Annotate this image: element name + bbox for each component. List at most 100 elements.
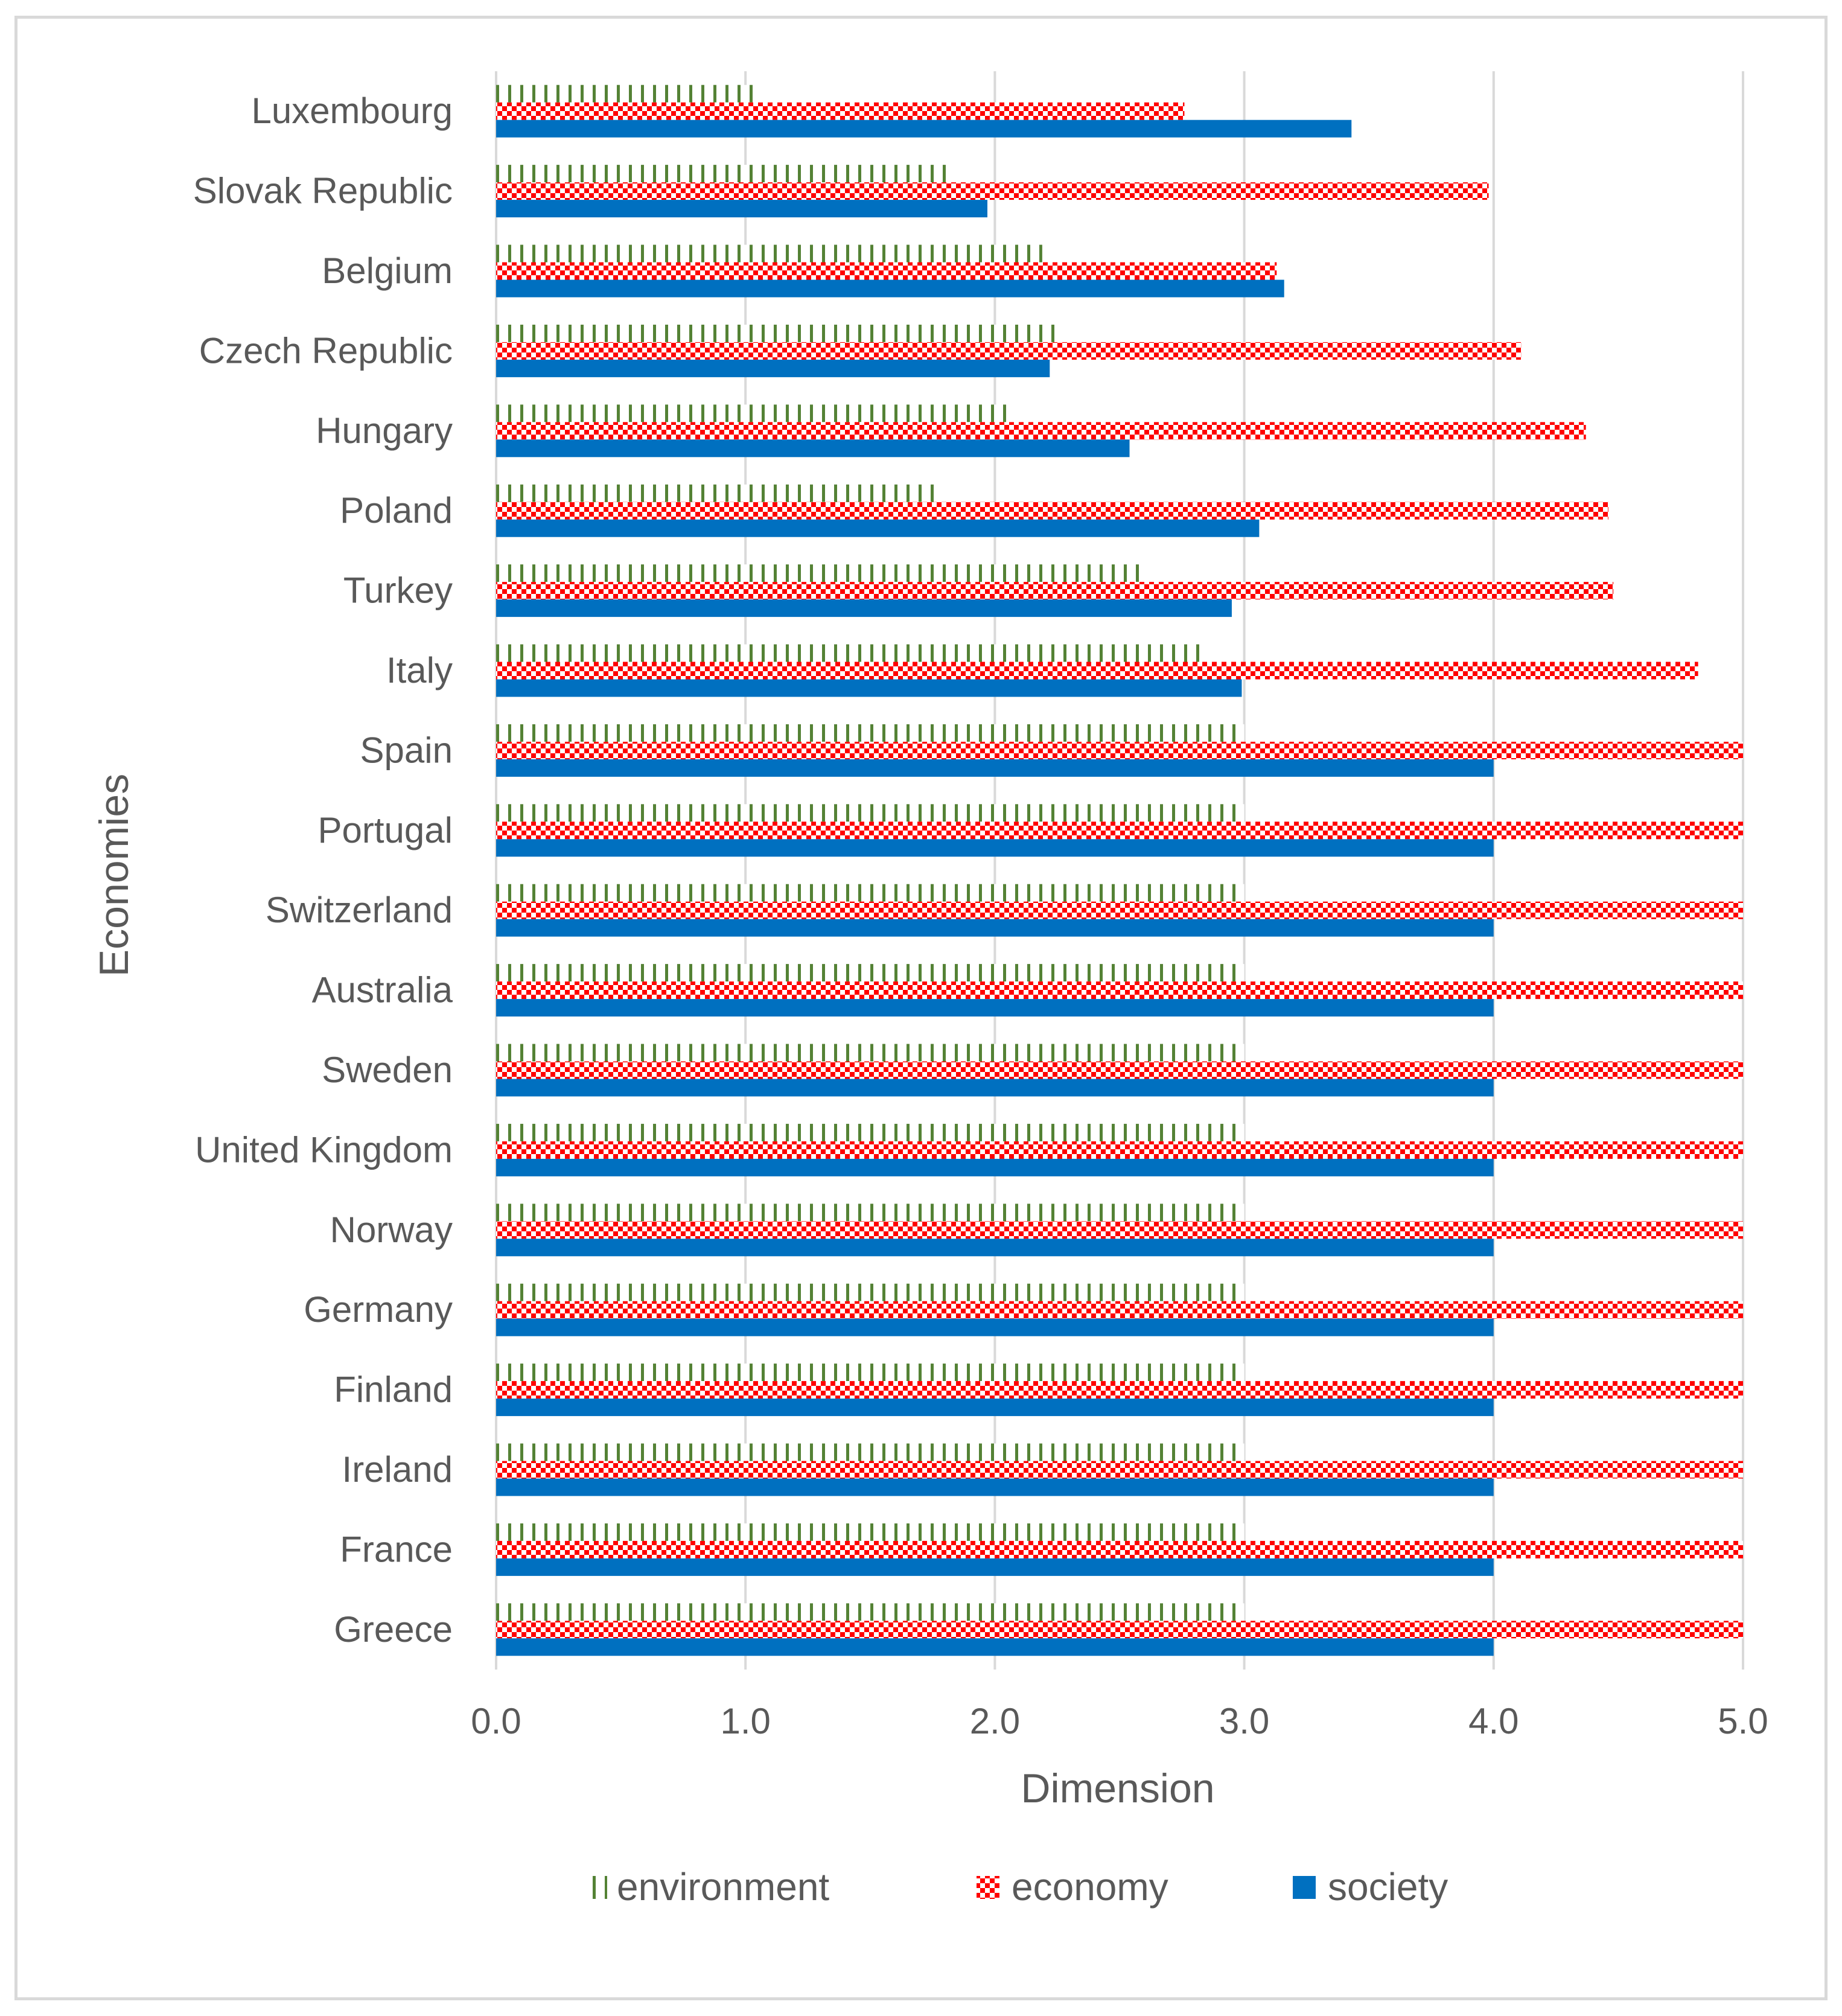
category-labels: Luxembourg Slovak Republic Belgium Czech Re… [193,91,453,1650]
category-label: Luxembourg [251,91,453,131]
bar-society [496,679,1242,697]
bar-environment [496,324,1057,342]
bar-society [496,1558,1494,1576]
bar-society [496,999,1494,1017]
bar-economy [496,1301,1743,1319]
category-label: Australia [312,970,453,1010]
x-tick-label: 2.0 [970,1701,1020,1741]
bar-environment [496,165,951,183]
bar-society [496,919,1494,937]
bar-environment [496,1603,1244,1621]
x-tick-label: 1.0 [720,1701,770,1741]
bar-society [496,1478,1494,1496]
bar-economy [496,901,1743,919]
bar-society [496,599,1232,617]
category-label: Spain [360,730,453,770]
category-label: Finland [334,1370,453,1410]
bar-economy [496,1621,1743,1639]
category-label: Poland [340,490,453,531]
bar-economy [496,422,1586,440]
bar-economy [496,342,1522,360]
bar-environment [496,1123,1244,1141]
x-tick-label: 5.0 [1718,1701,1768,1741]
legend-item-society: society [1293,1865,1448,1909]
x-tick-label: 4.0 [1468,1701,1519,1741]
bar-economy [496,1381,1743,1399]
category-label: Turkey [343,570,453,611]
gridlines [495,71,1744,1670]
legend-swatch-environment [584,1876,607,1899]
legend-item-environment: environment [584,1865,829,1909]
category-label: United Kingdom [195,1129,453,1170]
bar-society [496,279,1284,298]
category-label: Greece [334,1609,453,1650]
x-tick-labels: 0.0 1.0 2.0 3.0 4.0 5.0 [471,1701,1768,1741]
bar-environment [496,1364,1244,1382]
x-tick-label: 0.0 [471,1701,521,1741]
x-tick-label: 3.0 [1219,1701,1269,1741]
bars [496,85,1743,1656]
bar-environment [496,964,1244,982]
bar-environment [496,1204,1244,1222]
category-label: Hungary [316,410,453,451]
bar-society [496,1079,1494,1097]
category-label: Switzerland [266,890,453,930]
bar-environment [496,484,938,502]
legend-label-economy: economy [1012,1865,1168,1909]
bar-economy [496,1461,1743,1479]
bar-society [496,1399,1494,1417]
category-label: Czech Republic [199,330,453,371]
category-label: Ireland [342,1449,453,1490]
bar-environment [496,85,753,103]
category-label: Sweden [322,1050,453,1090]
bar-economy [496,102,1185,120]
bar-environment [496,564,1147,582]
bar-economy [496,262,1277,280]
bar-environment [496,244,1042,263]
bar-society [496,759,1494,777]
bar-society [496,200,988,218]
category-label: Norway [330,1210,453,1250]
bar-society [496,1318,1494,1336]
bar-society [496,519,1260,537]
bar-environment [496,1523,1244,1541]
category-label: Belgium [322,250,453,291]
bar-society [496,1239,1494,1257]
legend: environment economy society [584,1865,1448,1909]
bar-economy [496,1540,1743,1558]
bar-economy [496,1141,1743,1159]
bar-environment [496,884,1244,902]
bar-society [496,120,1352,138]
bar-environment [496,644,1207,662]
bar-environment [496,404,1010,423]
bar-environment [496,804,1244,822]
legend-label-environment: environment [617,1865,829,1909]
legend-swatch-society [1293,1876,1316,1899]
bar-society [496,439,1130,458]
bar-environment [496,1283,1244,1301]
bar-economy [496,981,1743,1000]
bar-economy [496,821,1743,840]
category-label: Germany [304,1289,453,1330]
bar-economy [496,582,1614,600]
category-label: Slovak Republic [193,171,453,211]
bar-society [496,1638,1494,1656]
bar-economy [496,741,1743,759]
legend-swatch-economy [977,1876,999,1899]
bar-environment [496,1443,1244,1461]
bar-economy [496,1221,1743,1239]
bar-economy [496,662,1698,680]
bar-economy [496,1061,1743,1079]
bar-society [496,359,1050,377]
x-axis-title: Dimension [1021,1766,1214,1811]
bar-society [496,1158,1494,1176]
category-label: Italy [386,650,453,691]
legend-item-economy: economy [977,1865,1168,1909]
bar-environment [496,724,1244,742]
bar-economy [496,182,1489,200]
bar-environment [496,1044,1244,1062]
y-axis-title: Economies [91,774,137,977]
category-label: Portugal [318,810,453,850]
bar-economy [496,502,1608,520]
